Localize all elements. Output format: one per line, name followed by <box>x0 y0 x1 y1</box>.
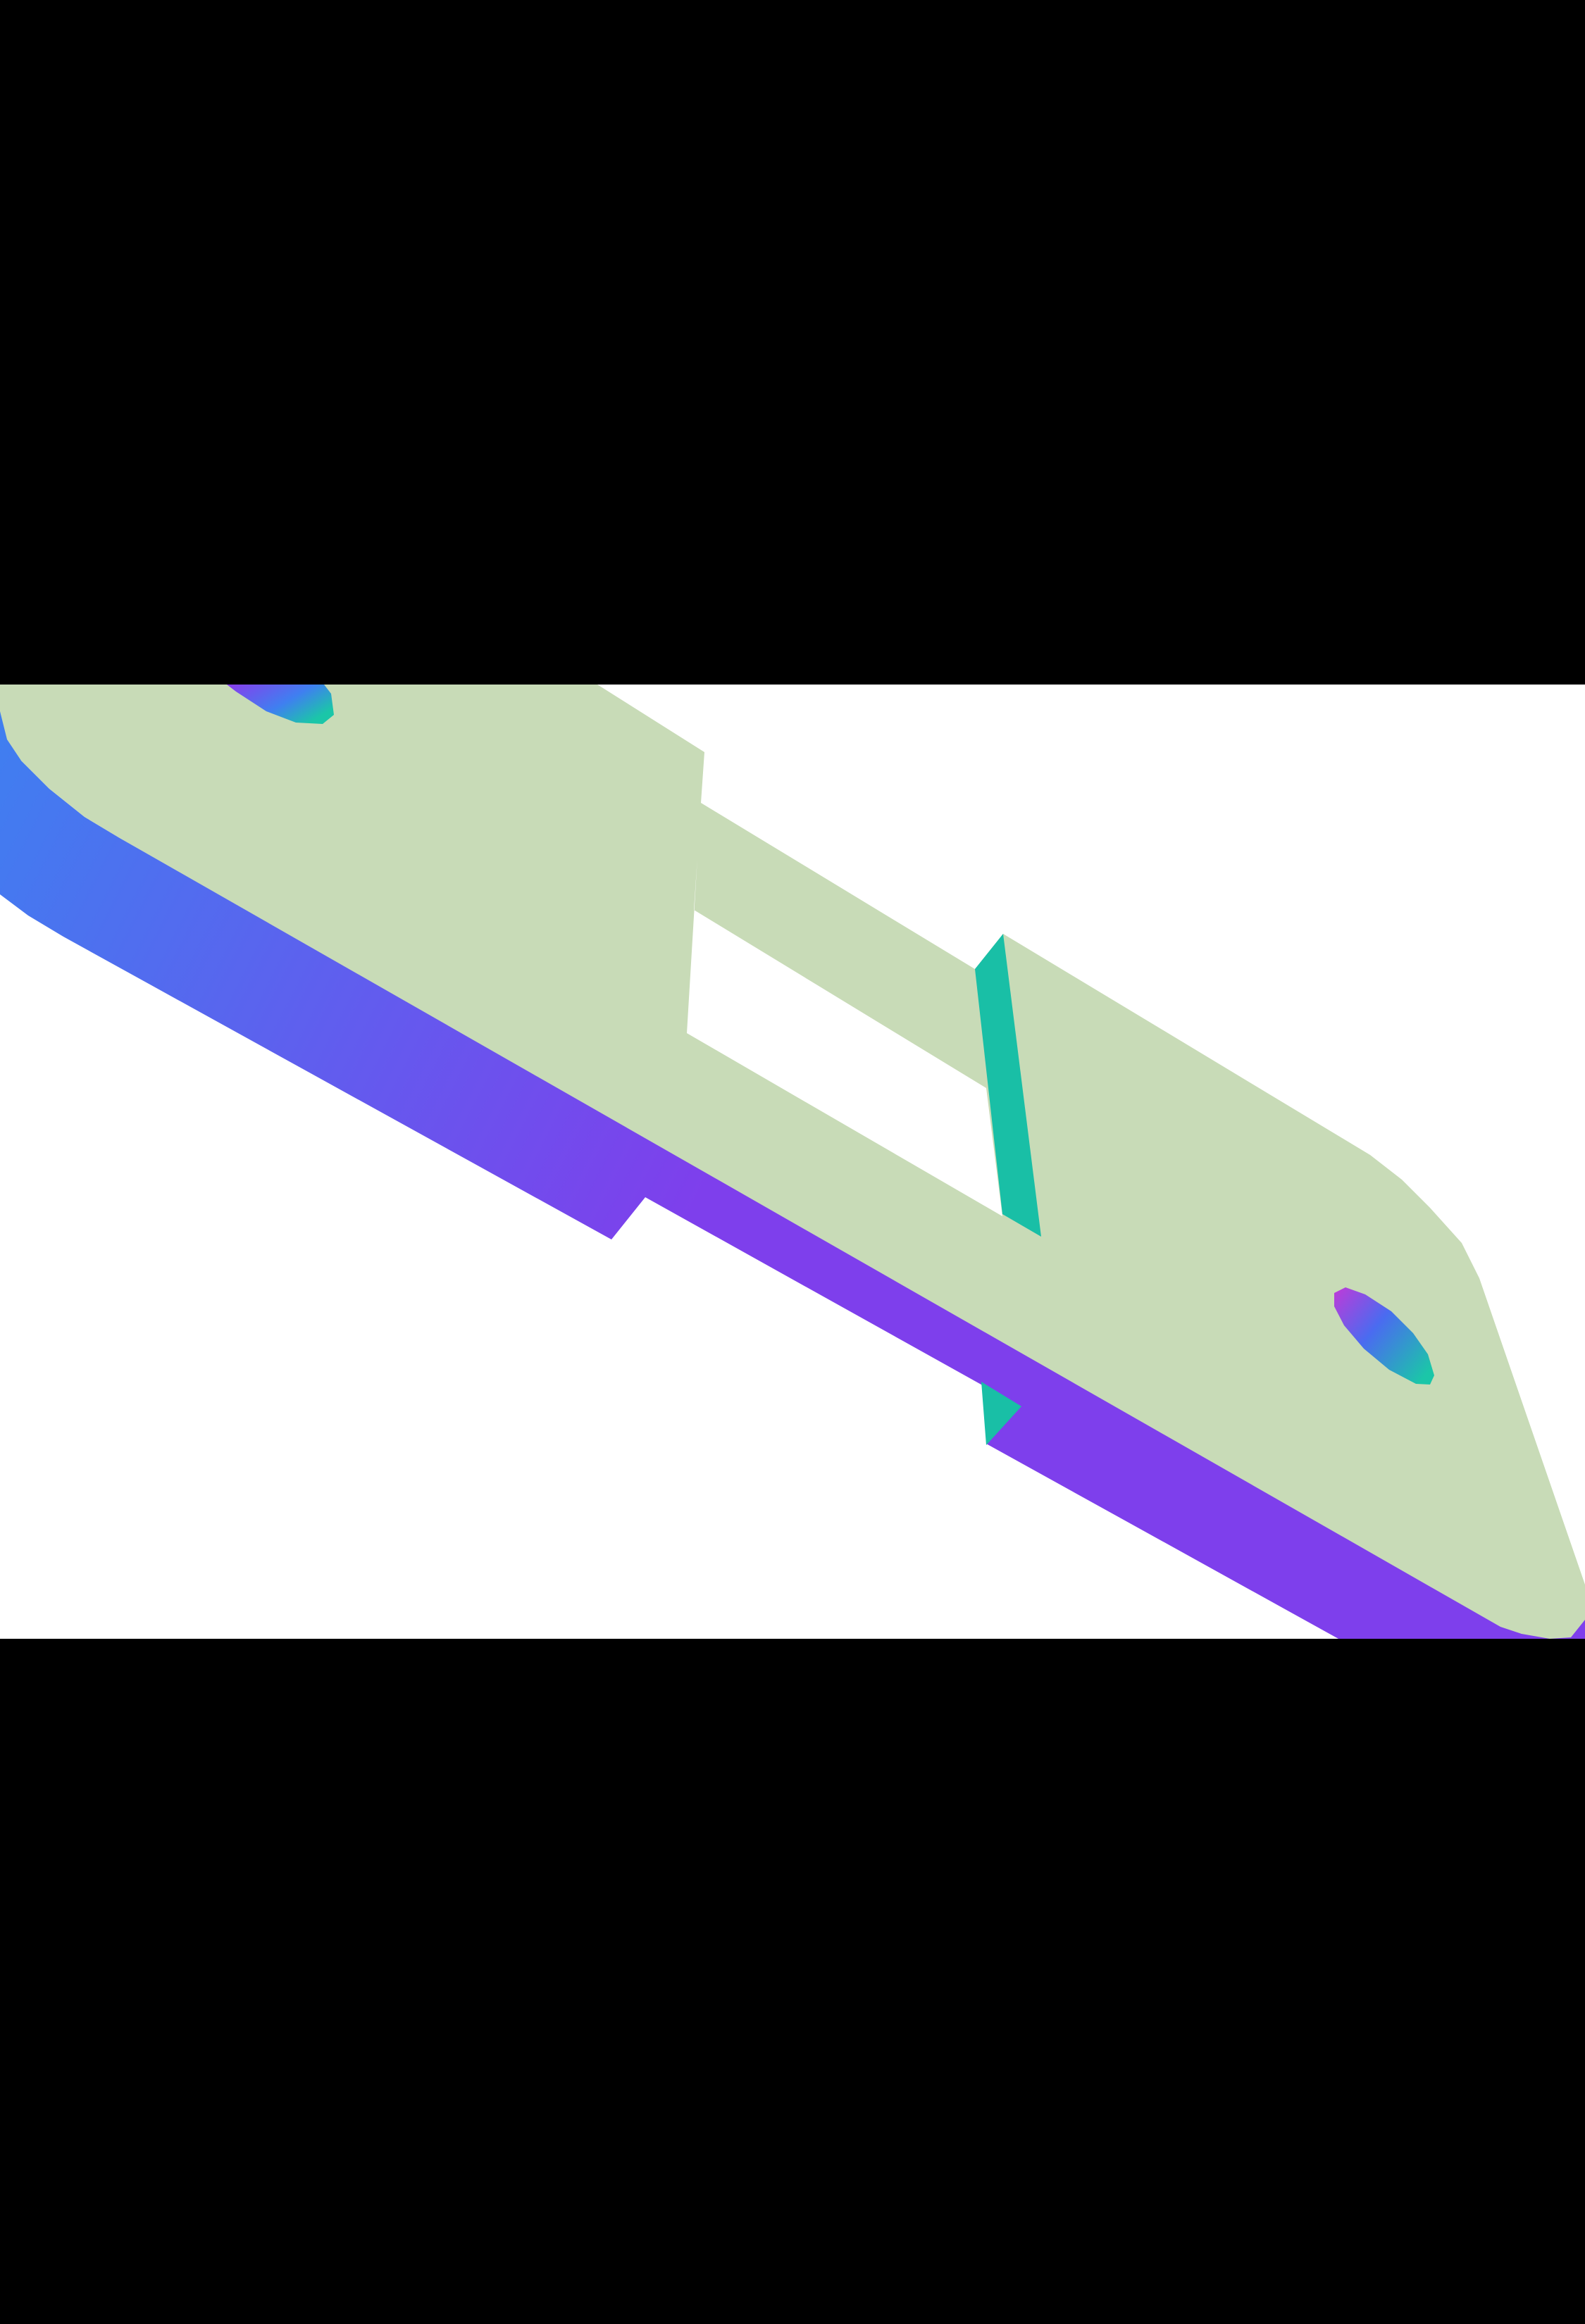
lower-tab-edge-face <box>981 1382 1021 1445</box>
letterbox-bottom <box>0 1639 1585 2324</box>
letterbox-top <box>0 0 1585 685</box>
render-viewport <box>0 685 1585 1639</box>
slot-edge-face <box>975 934 1041 1237</box>
plate-render <box>0 685 1585 1639</box>
plate-top-face <box>0 685 1585 1639</box>
slot-opening <box>687 858 1002 1216</box>
mounting-hole-right <box>1334 1287 1434 1385</box>
mounting-hole-left <box>227 685 334 724</box>
